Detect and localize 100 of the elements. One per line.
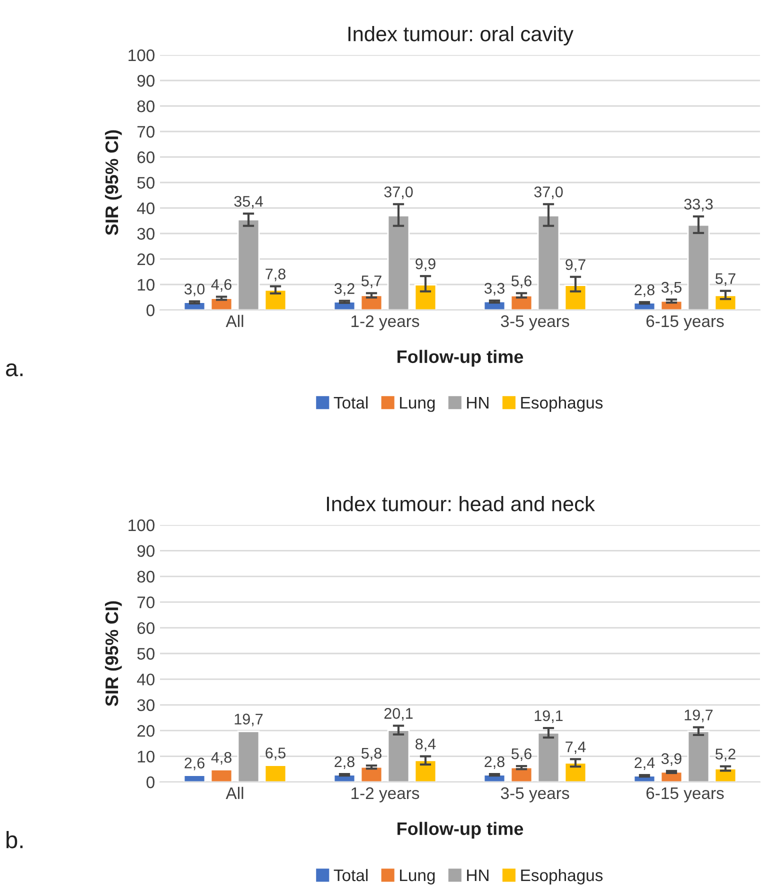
data-label: 37,0 — [534, 186, 563, 200]
bar — [360, 766, 383, 782]
data-label: 7,4 — [566, 742, 586, 754]
data-label: 2,6 — [184, 758, 204, 770]
y-tick-label: 40 — [136, 202, 154, 214]
data-label: 2,8 — [334, 756, 354, 769]
data-label: 20,1 — [384, 708, 413, 721]
y-tick-label: 10 — [138, 278, 154, 291]
y-tick-label: 80 — [137, 570, 154, 583]
data-label: 6,5 — [266, 748, 286, 760]
data-label: 3,3 — [484, 282, 504, 296]
data-label: 9,7 — [566, 259, 586, 272]
y-tick-label: 60 — [137, 151, 154, 164]
x-tick-label: 1-2 years — [352, 787, 420, 802]
bar — [564, 762, 587, 782]
data-label: 3,9 — [661, 753, 682, 766]
text: a. — [6, 363, 23, 376]
data-label: 2,4 — [634, 757, 655, 770]
bar — [564, 284, 587, 310]
data-label: 5,7 — [361, 276, 382, 288]
data-label: 33,3 — [684, 198, 713, 212]
data-label: 19,7 — [684, 710, 713, 722]
data-label: 4,8 — [211, 752, 232, 765]
data-label: 2,8 — [634, 284, 654, 298]
y-tick-label: 90 — [137, 545, 154, 557]
bar — [510, 766, 533, 782]
text: b. — [6, 830, 23, 848]
y-tick-label: 100 — [128, 49, 154, 62]
y-axis-title: SIR (95% CI) — [104, 130, 122, 236]
bar — [264, 764, 287, 782]
data-label: 35,4 — [234, 196, 263, 209]
data-label: 19,1 — [534, 710, 563, 723]
data-label: 5,8 — [361, 748, 382, 760]
x-tick-label: 1-2 years — [352, 315, 420, 330]
legend-label: Total — [334, 868, 368, 882]
legend-label: Lung — [400, 397, 435, 412]
data-label: 2,8 — [484, 756, 504, 769]
bar — [414, 760, 437, 782]
data-label: 5,7 — [715, 273, 736, 286]
y-tick-label: 80 — [137, 100, 154, 112]
data-label: 7,8 — [266, 268, 286, 282]
data-label: 8,4 — [416, 738, 436, 752]
data-label: 9,9 — [416, 258, 436, 272]
bar — [687, 224, 710, 310]
x-tick-label: 3-5 years — [500, 315, 570, 330]
y-tick-label: 0 — [146, 304, 154, 316]
x-axis-title: Follow-up time — [398, 350, 524, 367]
data-label: 3,0 — [184, 284, 205, 296]
y-tick-label: 50 — [137, 648, 154, 660]
bar — [510, 295, 533, 310]
bar — [237, 730, 260, 782]
x-axis-title: Follow-up time — [398, 822, 524, 839]
bar — [537, 214, 560, 310]
x-tick-label: 6-15 years — [646, 787, 724, 802]
y-tick-label: 30 — [137, 699, 154, 712]
y-tick-label: 50 — [137, 176, 154, 189]
bar — [714, 294, 737, 310]
x-tick-label: All — [226, 786, 244, 799]
y-tick-label: 70 — [137, 126, 154, 138]
chart-title: Index tumour: head and neck — [327, 496, 595, 512]
bar — [687, 730, 710, 782]
bar — [414, 284, 437, 310]
y-tick-label: 70 — [137, 596, 154, 608]
legend-label: HN — [467, 870, 488, 882]
x-tick-label: 6-15 years — [646, 315, 724, 330]
chart-title: Index tumour: oral cavity — [348, 26, 574, 46]
legend-label: Lung — [400, 870, 435, 884]
legend-label: HN — [467, 397, 488, 408]
data-label: 19,7 — [234, 714, 263, 726]
y-tick-label: 60 — [137, 622, 154, 634]
y-tick-label: 0 — [146, 776, 154, 788]
bar — [537, 732, 560, 782]
bar — [387, 214, 410, 310]
bar — [183, 774, 206, 782]
bar — [360, 294, 383, 310]
data-label: 3,2 — [334, 283, 354, 296]
y-tick-label: 20 — [137, 725, 154, 737]
y-tick-label: 40 — [136, 674, 154, 686]
bar — [210, 768, 233, 782]
y-tick-label: 30 — [137, 228, 154, 240]
data-label: 5,6 — [511, 748, 532, 761]
bar — [237, 219, 260, 310]
data-label: 3,5 — [661, 282, 682, 295]
data-label: 37,0 — [384, 186, 413, 200]
y-tick-label: 90 — [137, 74, 154, 87]
y-tick-label: 20 — [137, 253, 154, 266]
data-label: 5,6 — [511, 276, 532, 288]
x-tick-label: 3-5 years — [500, 787, 570, 802]
x-tick-label: All — [226, 314, 244, 327]
y-axis-title: SIR (95% CI) — [104, 601, 122, 706]
data-label: 5,2 — [715, 748, 736, 762]
legend-label: Esophagus — [521, 868, 603, 884]
bar — [387, 730, 410, 782]
bar — [714, 768, 737, 782]
data-label: 4,6 — [211, 279, 232, 292]
y-tick-label: 10 — [138, 750, 154, 763]
legend-label: Esophagus — [521, 396, 603, 412]
y-tick-label: 100 — [128, 519, 154, 532]
bar — [264, 289, 287, 310]
legend-label: Total — [334, 396, 368, 409]
